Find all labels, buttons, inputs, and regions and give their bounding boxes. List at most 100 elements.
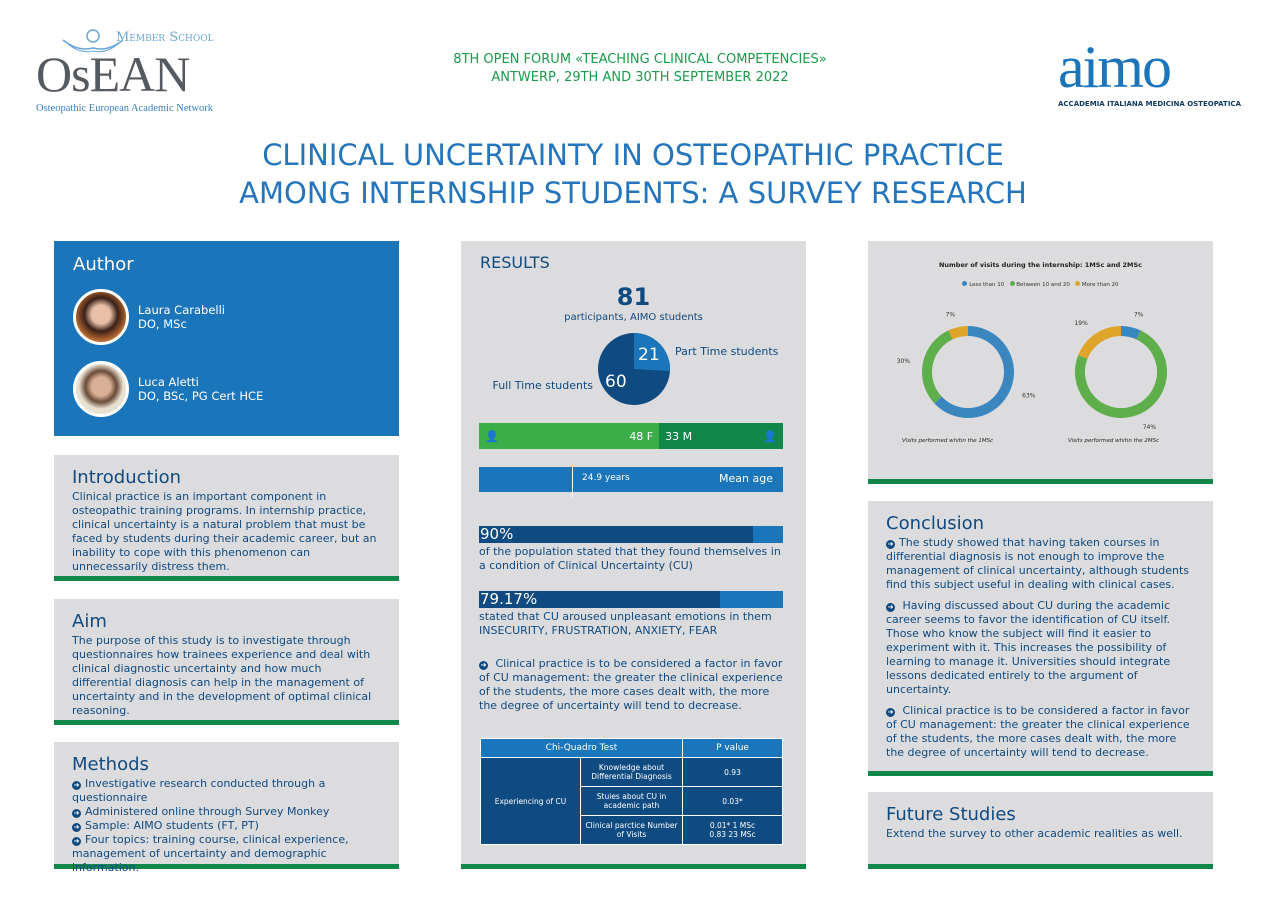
female-icon: 👤 [485,429,499,443]
aim-panel: Aim The purpose of this study is to inve… [54,599,399,725]
gender-bar: 👤 48 F 33 M 👤 [479,423,783,449]
arrow-bullet-icon: ➜ [72,837,81,846]
donut-segment [934,326,1014,418]
list-item: ➜ Sample: AIMO students (FT, PT) [72,819,259,832]
donut-label: 19% [1074,320,1088,327]
chart-caption-1: Visits performed whitin the 1MSc [902,438,994,444]
donut-segment [1120,326,1141,340]
list-item: ➜ Administered online through Survey Monk… [72,805,330,818]
male-bar: 33 M 👤 [659,423,783,449]
results-note: ➜ Clinical practice is to be considered … [479,657,783,712]
conclusion-item: ➜ The study showed that having taken cour… [886,536,1190,591]
event-line-2: ANTWERP, 29TH AND 30TH SEPTEMBER 2022 [491,70,789,85]
stat-90-fill [479,526,753,543]
table-header-test: Chi-Quadro Test [480,738,683,758]
chart-caption-2: Visits performed whitin the 2MSc [1068,438,1160,444]
table-group: Experiencing of CU [480,757,581,845]
donut-segment [948,326,969,340]
osean-subtitle: Osteopathic European Academic Network [36,103,213,114]
conclusion-heading: Conclusion [886,513,985,534]
conclusion-item: ➜ Clinical practice is to be considered … [886,704,1190,759]
donut-label: 7% [1134,311,1144,318]
stat-79-bar: 79.17% [479,590,783,608]
future-heading: Future Studies [886,804,1016,825]
author-heading: Author [73,254,134,275]
table-cell: Clinical parctice Number of Visits [580,815,683,845]
table-row: Stuies about CU in academic path 0.03* [481,786,783,816]
aim-heading: Aim [72,611,107,632]
osean-logo: Member School OsEAN Osteopathic European… [36,28,226,118]
osean-tagline: Member School [116,30,214,45]
male-count: 33 M [665,429,693,443]
author-degrees: DO, BSc, PG Cert HCE [138,389,264,403]
donut-segment [1075,330,1167,418]
legend-item: Between 10 and 20 [1009,281,1070,288]
arrow-bullet-icon: ➜ [72,809,81,818]
methods-heading: Methods [72,754,149,775]
event-line-1: 8TH OPEN FORUM «TEACHING CLINICAL COMPET… [453,52,827,67]
donut-label: 7% [946,311,956,318]
stat-90-text: of the population stated that they found… [479,545,781,572]
conclusion-panel: Conclusion ➜ The study showed that having… [868,501,1213,776]
donut-label: 63% [1022,392,1036,399]
table-row: Clinical parctice Number of Visits 0.01* … [481,815,783,845]
female-bar: 👤 48 F [479,423,660,449]
aimo-subtitle: ACCADEMIA ITALIANA MEDICINA OSTEOPATICA [1058,100,1241,108]
stat-90-bar: 90% [479,525,783,543]
table-cell: 0.03* [682,786,783,816]
table-header-p: P value [682,738,783,758]
table-cell: Knowledge about Differential Diagnosis [580,757,683,787]
aim-text: The purpose of this study is to investig… [72,634,372,717]
arrow-bullet-icon: ➜ [479,661,488,670]
arrow-bullet-icon: ➜ [886,708,895,717]
legend-swatch [1075,281,1081,286]
methods-panel: Methods ➜ Investigative research conducte… [54,742,399,874]
arrow-bullet-icon: ➜ [886,603,895,612]
introduction-panel: Introduction Clinical practice is an imp… [54,455,399,581]
poster-title: CLINICAL UNCERTAINTY IN OSTEOPATHIC PRAC… [0,136,1266,212]
conclusion-item: ➜ Having discussed about CU during the a… [886,599,1171,696]
donut-label: 30% [897,358,911,365]
table-cell: 0.01* 1 MSc 0.83 23 MSc [682,815,783,845]
author-panel: Author Laura Carabelli DO, MSc Luca Alett… [54,241,399,436]
legend-item: Less than 10 [962,281,1004,288]
legend-swatch [1009,281,1015,286]
mean-age-value: 24.9 years [582,473,630,483]
stat-79-value: 79.17% [480,590,538,608]
results-heading: RESULTS [480,253,550,272]
introduction-heading: Introduction [72,467,182,488]
author-name: Laura Carabelli [138,303,225,317]
arrow-bullet-icon: ➜ [886,540,895,549]
full-time-value: 60 [605,372,627,392]
event-info: 8TH OPEN FORUM «TEACHING CLINICAL COMPET… [380,51,900,87]
introduction-text: Clinical practice is an important compon… [72,490,377,573]
full-time-label: Full Time students [492,379,593,392]
donut-segment [1078,326,1122,359]
female-count: 48 F [629,429,654,443]
chart-panel: Number of visits during the internship: … [868,241,1213,484]
chart-title: Number of visits during the internship: … [938,261,1143,269]
chi-square-table: Chi-Quadro Test P value Experiencing of C… [480,738,783,845]
author-laura: Laura Carabelli DO, MSc [73,289,225,345]
part-time-label: Part Time students [675,345,779,358]
author-name: Luca Aletti [138,375,199,389]
mean-age-marker [572,467,573,497]
title-line-1: CLINICAL UNCERTAINTY IN OSTEOPATHIC PRAC… [262,138,1004,172]
title-line-2: AMONG INTERNSHIP STUDENTS: A SURVEY RESE… [239,176,1027,210]
donut-charts: 63% 30% 7% 7% 74% 19% [897,311,1167,431]
stat-90-value: 90% [480,525,514,543]
pie-slice-part-time [634,333,670,372]
participants-label: participants, AIMO students [564,312,703,323]
osean-name: OsEAN [36,46,190,102]
table-cell: 0.93 [682,757,783,787]
methods-list: ➜ Investigative research conducted throug… [54,777,399,875]
aimo-name: aimo [1058,34,1238,100]
author-luca: Luca Aletti DO, BSc, PG Cert HCE [73,361,263,417]
list-item: ➜ Investigative research conducted throug… [72,777,326,804]
fulltime-parttime-pie [598,333,670,405]
legend-swatch [962,281,968,286]
table-cell: Stuies about CU in academic path [580,786,683,816]
aimo-wordmark: aimo [1058,34,1172,100]
donut-label: 74% [1143,424,1157,431]
list-item: ➜ Four topics: training course, clinical … [72,833,349,874]
